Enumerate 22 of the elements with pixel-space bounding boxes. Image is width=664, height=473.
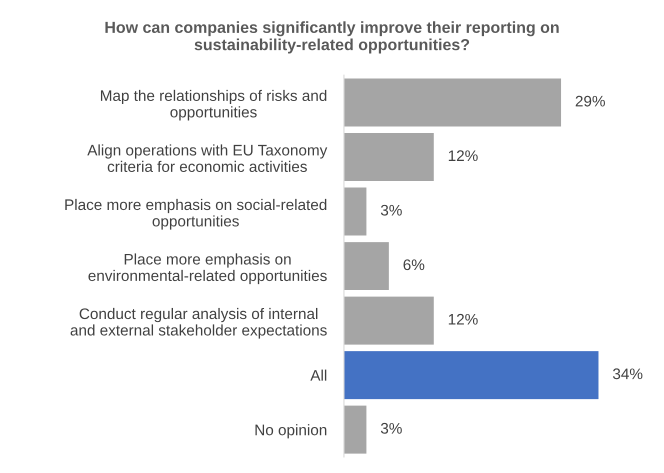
chart-title: How can companies significantly improve their reporting on sustainability-related opportunities? [105, 21, 559, 54]
y-tick-label: No opinion [255, 424, 326, 438]
bar [344, 78, 562, 126]
data-label: 6% [404, 259, 424, 270]
data-label: 12% [448, 150, 478, 162]
bar [344, 188, 366, 236]
data-label: 3% [380, 422, 402, 434]
data-label: 3% [380, 204, 402, 216]
y-tick-label: Place more emphasis on social-related opportunities [65, 198, 326, 230]
bar [344, 133, 434, 181]
data-label: 34% [612, 368, 642, 380]
data-label: 12% [448, 314, 478, 325]
bar [344, 242, 389, 290]
bar [344, 406, 366, 454]
y-tick-label: Map the relationships of risks and opportunities [100, 90, 326, 121]
y-tick-label: Align operations with EU Taxonomy criteria for economic activities [87, 144, 328, 172]
bar [344, 296, 434, 345]
bar [344, 351, 598, 400]
y-tick-label: Conduct regular analysis of internal and external stakeholder expectations [70, 308, 327, 339]
y-tick-label: All [310, 370, 326, 381]
y-tick-label: Place more emphasis on environmental-related opportunities [88, 253, 327, 284]
data-label: 29% [576, 96, 605, 107]
